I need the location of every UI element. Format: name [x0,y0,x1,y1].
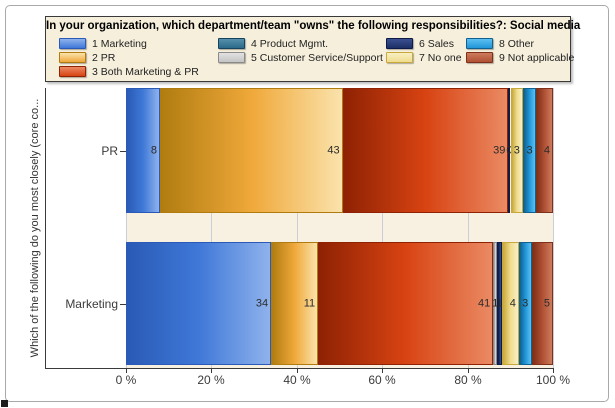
gridline-vertical [211,88,212,368]
bar-row-pr: 8 43 39 0 3 3 4 [126,88,553,213]
x-axis-tick [211,369,212,373]
bar-value-label: 8 [150,144,157,156]
legend-box: In your organization, which department/t… [45,16,581,82]
legend-item-label: 5 Customer Service/Support [251,51,383,64]
bar-segment-6: 1 [496,242,503,365]
legend-item-label: 8 Other [499,37,535,50]
x-axis-tick-label: 40 % [283,373,311,387]
bar-value-label: 0 [506,144,513,156]
bar-segment-5: 1 [492,242,499,365]
gridline-vertical [553,88,554,368]
legend-item-label: 3 Both Marketing & PR [92,65,199,78]
bar-value-label: 4 [543,144,550,156]
x-axis-tick [126,369,127,373]
y-axis-tick [120,151,126,152]
legend-item-label: 4 Product Mgmt. [251,37,329,50]
legend-item-label: 2 PR [92,51,116,64]
legend-item-2: 2 PR [59,51,115,64]
bar-segment-7: 3 [510,88,524,213]
legend-swatch-icon [59,66,86,77]
bar-value-label: 43 [327,144,340,156]
legend-swatch-icon [218,52,245,63]
bar-value-label: 1 [492,297,499,309]
x-axis-tick-label: 60 % [368,373,396,387]
legend-item-1: 1 Marketing [59,37,147,50]
bar-value-label: 4 [509,297,516,309]
x-axis-tick [297,369,298,373]
legend-item-6: 6 Sales [386,37,454,50]
bar-value-label: 39 [493,144,506,156]
x-axis-tick-label: 20 % [197,373,225,387]
bar-segment-9: 5 [531,242,553,365]
bar-segment-2: 43 [159,88,343,213]
bar-segment-9: 4 [536,88,553,213]
legend-item-label: 9 Not applicable [499,51,575,64]
legend-swatch-icon [218,38,245,49]
y-axis-line [45,88,46,369]
legend-item-label: 7 No one [419,51,462,64]
bar-segment-3: 39 [342,88,509,213]
legend-swatch-icon [386,38,413,49]
legend-item-3: 3 Both Marketing & PR [59,65,199,78]
x-axis-tick-label: 80 % [454,373,482,387]
legend-item-8: 8 Other [466,37,534,50]
bar-segment-2: 11 [271,242,319,365]
category-label-pr: PR [101,144,118,158]
legend-swatch-icon [386,52,413,63]
gridline-vertical [382,88,383,368]
bar-segment-3: 41 [318,242,494,365]
bar-value-label: 3 [513,144,520,156]
x-axis-tick-label: 100 % [535,373,571,387]
gridline-vertical [126,88,127,368]
gridline-vertical [297,88,298,368]
bar-segment-1: 8 [126,88,160,213]
legend-swatch-icon [466,38,493,49]
y-axis-title: Which of the following do you most close… [29,98,41,358]
gridline-vertical [468,88,469,368]
legend-swatch-icon [466,52,493,63]
bar-row-marketing: 34 11 41 1 1 4 3 5 [126,242,553,365]
bar-value-label: 11 [303,297,316,309]
legend-item-9: 9 Not applicable [466,51,574,64]
legend-swatch-icon [59,38,86,49]
legend-swatch-icon [59,52,86,63]
bar-value-label: 5 [543,297,550,309]
x-axis-tick-label: 0 % [115,373,137,387]
category-label-marketing: Marketing [65,297,118,311]
bar-segment-6: 0 [506,88,513,213]
bar-segment-8: 3 [523,88,536,213]
bar-value-label: 1 [496,297,503,309]
legend-item-4: 4 Product Mgmt. [218,37,328,50]
x-axis-tick [553,369,554,373]
legend-item-5: 5 Customer Service/Support [218,51,383,64]
chart-title: In your organization, which department/t… [46,20,581,32]
bar-segment-1: 34 [126,242,272,365]
y-axis-tick [120,304,126,305]
x-axis-tick [468,369,469,373]
bar-value-label: 3 [526,144,533,156]
bar-segment-8: 3 [518,242,532,365]
screen-edge-artifact [1,400,8,407]
legend-item-label: 1 Marketing [92,37,147,50]
bar-value-label: 34 [255,297,269,309]
bar-value-label: 3 [522,297,529,309]
legend-item-7: 7 No one [386,51,462,64]
x-axis-line [45,368,554,369]
x-axis-tick [382,369,383,373]
legend-item-label: 6 Sales [419,37,455,50]
bar-value-label: 41 [477,297,491,309]
bar-segment-7: 4 [501,242,519,365]
